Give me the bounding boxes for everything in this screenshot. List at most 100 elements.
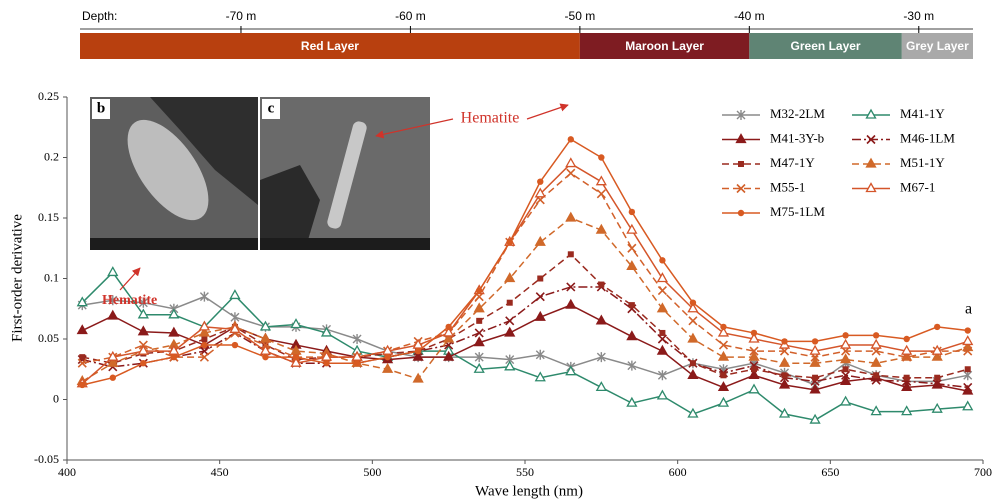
data-point — [140, 360, 147, 367]
data-point — [687, 332, 699, 343]
data-point — [751, 366, 757, 373]
series — [76, 266, 974, 424]
depth-tick-label: -50 m — [565, 9, 596, 23]
data-point — [901, 344, 913, 355]
data-point — [963, 346, 973, 356]
data-point — [534, 187, 546, 198]
x-tick-label: 400 — [58, 465, 76, 479]
data-point — [107, 266, 119, 277]
data-point — [903, 374, 910, 381]
data-point — [504, 272, 516, 283]
data-point — [656, 302, 669, 313]
sem-particle — [127, 119, 209, 221]
data-point — [76, 324, 88, 335]
legend-label: M51-1Y — [900, 155, 945, 170]
panel-label: a — [965, 301, 972, 318]
layer — [579, 33, 750, 59]
data-point — [168, 326, 180, 337]
series-line — [82, 172, 968, 364]
data-point — [901, 405, 913, 416]
data-point — [474, 352, 484, 363]
data-point — [657, 370, 667, 381]
data-point — [565, 365, 577, 376]
layer — [901, 33, 973, 59]
data-point — [77, 358, 87, 368]
data-point — [199, 352, 209, 362]
data-point — [504, 360, 516, 371]
x-axis-title: Wave length (nm) — [475, 483, 583, 499]
data-point — [872, 332, 880, 339]
data-point — [839, 375, 852, 385]
data-point — [504, 326, 516, 337]
data-point — [809, 356, 821, 367]
x-tick-label: 550 — [516, 465, 534, 479]
data-point — [870, 338, 882, 349]
x-tick-label: 600 — [669, 465, 687, 479]
data-point — [781, 372, 788, 379]
data-point — [809, 413, 821, 424]
data-point — [841, 370, 851, 380]
data-point — [870, 405, 882, 416]
y-tick-label: 0.05 — [38, 331, 59, 345]
data-point — [565, 298, 577, 309]
legend-marker — [737, 209, 745, 217]
data-point — [138, 297, 148, 308]
legend-marker — [735, 133, 747, 144]
data-point — [79, 354, 86, 361]
data-point — [565, 211, 577, 222]
legend-marker — [865, 108, 877, 119]
data-point — [535, 292, 545, 302]
data-point — [964, 327, 971, 334]
series-line — [82, 253, 968, 379]
series — [79, 136, 971, 389]
data-point — [839, 395, 852, 406]
data-point — [352, 334, 362, 344]
data-point — [505, 316, 515, 326]
data-point — [718, 340, 729, 350]
data-point — [170, 353, 178, 361]
data-point — [567, 136, 574, 143]
layer-name: Grey Layer — [906, 39, 969, 53]
legend-label: M55-1 — [770, 179, 805, 194]
series-line — [82, 295, 968, 386]
annotation-arrow — [119, 267, 141, 291]
data-point — [778, 407, 791, 418]
data-point — [231, 341, 239, 349]
data-point — [262, 353, 269, 361]
panel-label-box — [92, 99, 110, 119]
data-point — [353, 360, 361, 367]
annotation-arrow — [526, 103, 569, 120]
data-point — [534, 310, 546, 321]
data-point — [717, 381, 730, 392]
data-point — [657, 334, 667, 344]
panel-label: b — [97, 100, 105, 116]
legend-marker — [865, 182, 877, 193]
series-line — [82, 286, 968, 389]
data-point — [412, 372, 424, 383]
data-point — [656, 272, 669, 283]
data-point — [537, 178, 544, 185]
data-point — [537, 275, 544, 282]
layer-name: Red Layer — [301, 39, 359, 53]
data-point — [627, 360, 637, 371]
data-point — [412, 350, 424, 361]
layer — [749, 33, 902, 59]
y-axis-title: First-order derivative — [9, 214, 25, 342]
data-point — [934, 374, 941, 381]
data-point — [748, 383, 760, 394]
data-point — [839, 338, 852, 349]
data-point — [290, 318, 302, 329]
data-point — [688, 316, 698, 326]
data-point — [137, 344, 149, 355]
data-point — [717, 326, 730, 337]
y-tick-label: -0.05 — [34, 452, 59, 466]
data-point — [656, 344, 669, 355]
data-point — [720, 372, 727, 379]
data-point — [934, 323, 941, 331]
legend-marker — [866, 134, 876, 145]
data-point — [535, 349, 545, 360]
data-point — [687, 407, 699, 418]
data-point — [595, 223, 607, 234]
data-point — [292, 353, 300, 361]
